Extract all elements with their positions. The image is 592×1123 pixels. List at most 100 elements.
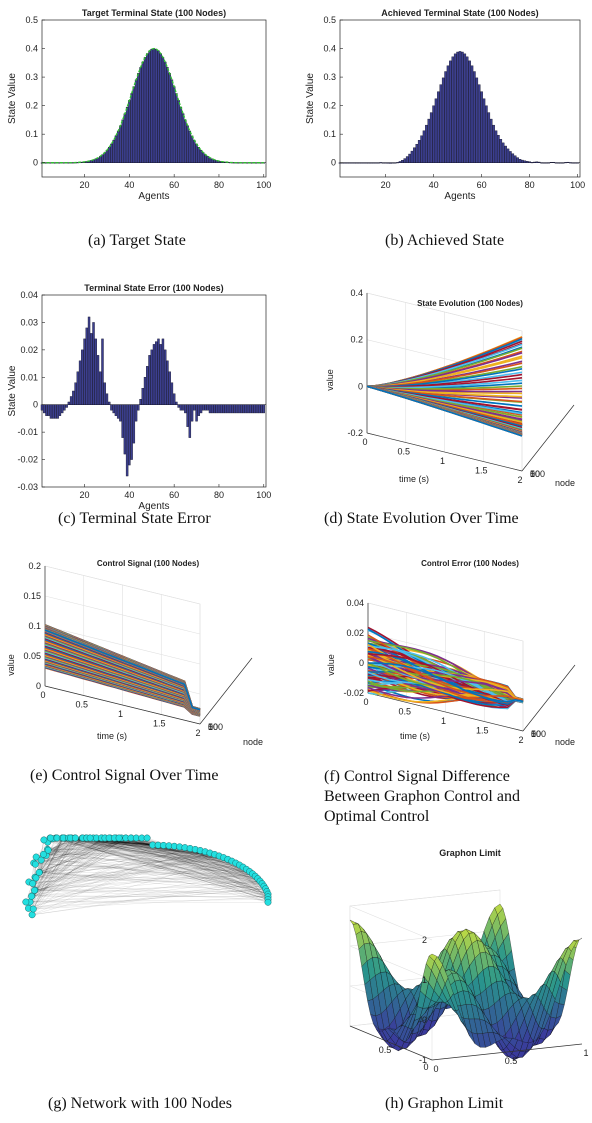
- bar: [137, 73, 140, 163]
- bar: [105, 149, 109, 163]
- bar: [391, 162, 395, 164]
- bar: [94, 338, 97, 405]
- bar: [213, 404, 216, 414]
- y-axis-label: value: [6, 654, 16, 676]
- bar: [228, 404, 232, 414]
- bar: [157, 50, 160, 163]
- x-tick-label: 2: [517, 475, 522, 485]
- bar: [188, 404, 192, 438]
- x-axis: [431, 1043, 583, 1061]
- series-line: [367, 656, 524, 701]
- bar: [357, 162, 361, 164]
- bar: [58, 404, 62, 416]
- x-tick-label: 2: [518, 735, 523, 745]
- bar: [389, 162, 392, 164]
- z-tick-label: -1: [419, 1055, 427, 1065]
- bar: [369, 162, 373, 164]
- bar: [177, 404, 180, 408]
- bar: [199, 404, 203, 414]
- bar: [193, 404, 196, 411]
- bar: [119, 404, 122, 422]
- bar: [163, 61, 167, 163]
- bar: [150, 48, 153, 163]
- bar: [150, 349, 153, 405]
- caption-f-line3: Optimal Control: [324, 808, 430, 825]
- bar: [166, 67, 169, 163]
- bar: [249, 404, 252, 414]
- y-axis: [349, 1025, 433, 1061]
- bar: [525, 161, 529, 163]
- x-tick-label: 2: [195, 728, 200, 738]
- bar: [506, 148, 510, 163]
- bar: [175, 401, 178, 405]
- chart-b: [338, 19, 581, 178]
- series-line: [367, 662, 524, 703]
- bar: [63, 404, 66, 411]
- chart-title: Target Terminal State (100 Nodes): [82, 8, 226, 18]
- bar: [487, 112, 491, 163]
- bar: [451, 56, 455, 163]
- bar: [69, 396, 73, 405]
- bar: [492, 124, 495, 163]
- x-tick-label: 100: [256, 490, 271, 500]
- network-node: [22, 898, 30, 906]
- bar: [242, 404, 245, 414]
- bar: [516, 157, 519, 163]
- caption-f-line1: (f) Control Signal Difference: [324, 768, 510, 785]
- bar: [437, 91, 440, 163]
- bar: [85, 161, 89, 163]
- bar: [188, 130, 192, 163]
- bar: [449, 60, 452, 163]
- y-tick-label: -0.02: [17, 455, 38, 465]
- bar: [345, 162, 349, 164]
- network-node: [37, 856, 45, 864]
- bar: [134, 404, 138, 422]
- x-tick-label: 0: [433, 1064, 438, 1074]
- x-tick-label: 40: [124, 180, 134, 190]
- bar: [155, 341, 158, 405]
- bar: [47, 404, 50, 416]
- bar: [184, 404, 187, 414]
- y-tick-label: 0.2: [323, 101, 336, 111]
- y-tick-label: 0.5: [25, 15, 38, 25]
- bar: [121, 119, 124, 163]
- bar: [222, 404, 225, 414]
- y-tick-label: 0.5: [323, 15, 336, 25]
- y-axis-label: State Value: [305, 73, 316, 124]
- bar: [456, 51, 459, 163]
- bar: [497, 135, 500, 163]
- chart-title: Control Error (100 Nodes): [421, 559, 519, 568]
- bar: [112, 139, 115, 163]
- bar: [253, 404, 257, 414]
- network-node: [47, 834, 54, 842]
- z-tick-label: 100: [530, 469, 545, 479]
- x-tick-label: 1.5: [153, 719, 166, 729]
- chart-g: [22, 834, 272, 919]
- bar: [197, 147, 201, 163]
- bar: [425, 124, 428, 163]
- y-tick-label: 0: [359, 658, 364, 668]
- bar: [110, 404, 113, 411]
- bar: [107, 147, 111, 163]
- bar: [422, 130, 426, 163]
- y-tick-label: 0.05: [23, 651, 41, 661]
- bar: [372, 162, 375, 164]
- bar: [116, 404, 120, 419]
- bar: [533, 161, 536, 163]
- bar: [137, 404, 140, 411]
- y-tick-label: 0.2: [25, 101, 38, 111]
- bar: [233, 404, 236, 414]
- z-tick-label: 0: [531, 729, 536, 739]
- bar: [172, 393, 176, 405]
- network-node: [143, 834, 151, 842]
- bar: [405, 156, 409, 163]
- bar: [557, 162, 560, 164]
- bar: [193, 139, 196, 163]
- network-node: [31, 860, 39, 868]
- y-tick-label: 0: [36, 681, 41, 691]
- bar: [393, 162, 397, 164]
- bar: [465, 56, 469, 163]
- bar: [480, 91, 483, 163]
- chart-title: Graphon Limit: [439, 848, 501, 858]
